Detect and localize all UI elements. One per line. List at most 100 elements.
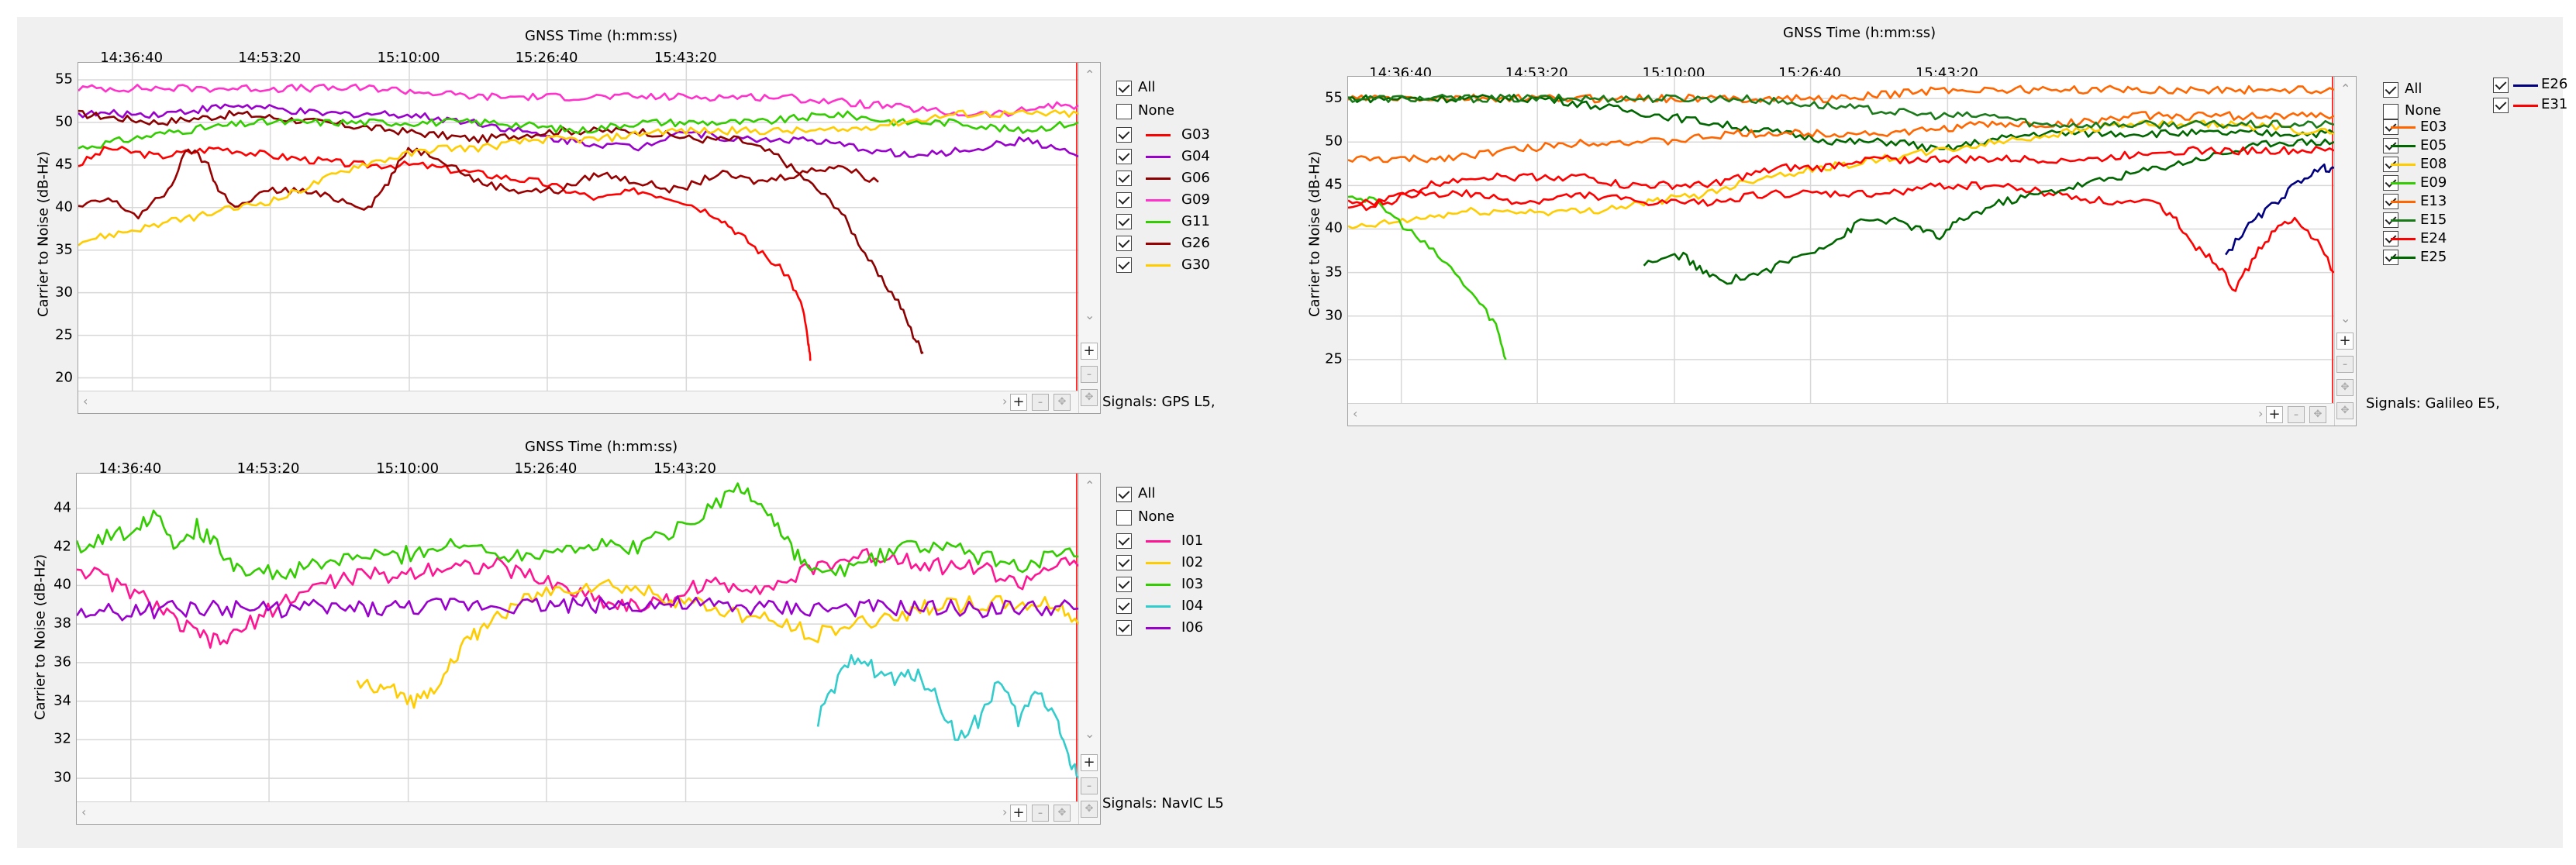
- scroll-up-icon[interactable]: ⌃: [1085, 67, 1095, 82]
- scroll-right-icon[interactable]: ›: [2258, 406, 2264, 421]
- signal-checkbox-e26[interactable]: [2493, 78, 2509, 93]
- vertical-scrollbar[interactable]: ⌃ ⌄ + - ✥: [1078, 474, 1100, 824]
- legend-label: E09: [2420, 174, 2447, 191]
- signal-checkbox-g03[interactable]: [1116, 127, 1132, 143]
- legend-label: I01: [1181, 532, 1204, 549]
- reset-x-button[interactable]: ✥: [1054, 805, 1071, 822]
- zoom-in-x-button[interactable]: +: [1010, 805, 1027, 822]
- vertical-scrollbar[interactable]: ⌃ ⌄ + - ✥: [1078, 63, 1100, 413]
- y-tick-label: 25: [1325, 350, 1343, 367]
- plot-area[interactable]: ⌃ ⌄ + - ✥ ‹ › + - ✥: [78, 62, 1101, 414]
- x-axis-title: GNSS Time (h:mm:ss): [525, 439, 678, 455]
- scroll-down-icon[interactable]: ⌄: [1085, 308, 1095, 322]
- reset-y-button[interactable]: ✥: [1081, 801, 1098, 818]
- legend-swatch: [2391, 201, 2416, 203]
- series-line-g11: [78, 110, 1079, 150]
- signal-checkbox-i01[interactable]: [1116, 533, 1132, 549]
- y-tick-label: 20: [55, 369, 73, 386]
- legend-swatch: [1146, 605, 1171, 608]
- reset-x-button[interactable]: ✥: [2309, 406, 2326, 423]
- signal-checkbox-e31[interactable]: [2493, 98, 2509, 113]
- legend-label: G26: [1181, 235, 1210, 251]
- zoom-in-y-button[interactable]: +: [2336, 333, 2354, 350]
- legend-swatch: [2391, 182, 2416, 184]
- y-tick-label: 55: [55, 71, 73, 88]
- scroll-left-icon[interactable]: ‹: [81, 805, 87, 819]
- legend-label: E05: [2420, 137, 2447, 153]
- horizontal-scrollbar[interactable]: ‹ › + - ✥: [1348, 403, 2334, 426]
- scroll-down-icon[interactable]: ⌄: [2340, 311, 2351, 326]
- zoom-out-x-button[interactable]: -: [2288, 406, 2305, 423]
- y-tick-label: 35: [1325, 264, 1343, 281]
- legend-swatch: [1146, 156, 1171, 158]
- signal-checkbox-g06[interactable]: [1116, 171, 1132, 186]
- signal-checkbox-g26[interactable]: [1116, 236, 1132, 251]
- all-checkbox[interactable]: [2383, 82, 2398, 98]
- all-checkbox[interactable]: [1116, 81, 1132, 96]
- zoom-out-y-button[interactable]: -: [1081, 777, 1098, 794]
- zoom-in-x-button[interactable]: +: [1010, 394, 1027, 411]
- zoom-out-y-button[interactable]: -: [2336, 356, 2354, 373]
- scroll-right-icon[interactable]: ›: [1002, 805, 1008, 819]
- signal-checkbox-i04[interactable]: [1116, 598, 1132, 614]
- reset-y-button[interactable]: ✥: [2336, 379, 2354, 396]
- x-tick-label: 14:36:40: [100, 50, 164, 66]
- signal-checkbox-g09[interactable]: [1116, 192, 1132, 208]
- x-tick-label: 15:26:40: [515, 50, 578, 66]
- scroll-up-icon[interactable]: ⌃: [2340, 81, 2351, 96]
- y-tick-label: 38: [53, 615, 71, 632]
- legend-label: E24: [2420, 230, 2447, 246]
- y-tick-label: 55: [1325, 89, 1343, 106]
- scroll-left-icon[interactable]: ‹: [83, 394, 88, 408]
- series-line-g06: [78, 109, 924, 354]
- zoom-out-x-button[interactable]: -: [1032, 394, 1049, 411]
- signals-label: Signals: NavIC L5: [1102, 795, 1224, 812]
- plot-area[interactable]: ⌃ ⌄ + - ✥ ‹ › + - ✥: [76, 473, 1101, 825]
- none-checkbox[interactable]: [1116, 104, 1132, 119]
- signal-checkbox-i02[interactable]: [1116, 555, 1132, 570]
- zoom-out-y-button[interactable]: -: [1081, 366, 1098, 383]
- legend-swatch: [2391, 164, 2416, 166]
- scroll-down-icon[interactable]: ⌄: [1085, 726, 1095, 741]
- y-tick-label: 45: [55, 156, 73, 173]
- legend-label: E08: [2420, 156, 2447, 172]
- y-tick-label: 40: [55, 198, 73, 215]
- none-checkbox[interactable]: [1116, 510, 1132, 526]
- signal-checkbox-i06[interactable]: [1116, 620, 1132, 636]
- all-checkbox[interactable]: [1116, 487, 1132, 502]
- scroll-left-icon[interactable]: ‹: [1353, 406, 1358, 421]
- signal-checkbox-i03[interactable]: [1116, 577, 1132, 592]
- y-tick-label: 40: [53, 576, 71, 593]
- x-tick-label: 14:53:20: [238, 50, 302, 66]
- all-label: All: [1138, 79, 1156, 95]
- reset-y-button[interactable]: ✥: [1081, 389, 1098, 406]
- zoom-in-y-button[interactable]: +: [1081, 343, 1098, 360]
- reset-x-button[interactable]: ✥: [1054, 394, 1071, 411]
- reset-y2-button[interactable]: ✥: [2336, 402, 2354, 419]
- scroll-right-icon[interactable]: ›: [1002, 394, 1008, 408]
- x-tick-label: 15:10:00: [377, 50, 440, 66]
- signal-checkbox-g30[interactable]: [1116, 257, 1132, 273]
- series-line-e05: [1348, 94, 2335, 153]
- y-tick-label: 32: [53, 730, 71, 747]
- plot-area[interactable]: ⌃ ⌄ + - ✥ ✥ ‹ › + - ✥: [1347, 76, 2357, 426]
- zoom-out-x-button[interactable]: -: [1032, 805, 1049, 822]
- navic-chart-svg: [77, 474, 1080, 801]
- legend-swatch: [1146, 540, 1171, 543]
- x-tick-label: 15:43:20: [653, 460, 716, 477]
- none-label: None: [2405, 102, 2441, 119]
- signals-label: Signals: Galileo E5,: [2366, 395, 2500, 412]
- scroll-up-icon[interactable]: ⌃: [1085, 478, 1095, 493]
- zoom-in-y-button[interactable]: +: [1081, 754, 1098, 771]
- zoom-in-x-button[interactable]: +: [2266, 406, 2283, 423]
- series-line-g30: [78, 109, 1079, 246]
- signal-checkbox-g11[interactable]: [1116, 214, 1132, 229]
- galileo-chart-svg: [1348, 77, 2335, 403]
- horizontal-scrollbar[interactable]: ‹ › + - ✥: [77, 801, 1078, 824]
- none-checkbox[interactable]: [2383, 104, 2398, 119]
- signal-checkbox-g04[interactable]: [1116, 149, 1132, 164]
- legend-swatch: [1146, 584, 1171, 586]
- horizontal-scrollbar[interactable]: ‹ › + - ✥: [78, 391, 1078, 413]
- series-line-e13: [1348, 111, 2335, 164]
- vertical-scrollbar[interactable]: ⌃ ⌄ + - ✥ ✥: [2334, 77, 2356, 426]
